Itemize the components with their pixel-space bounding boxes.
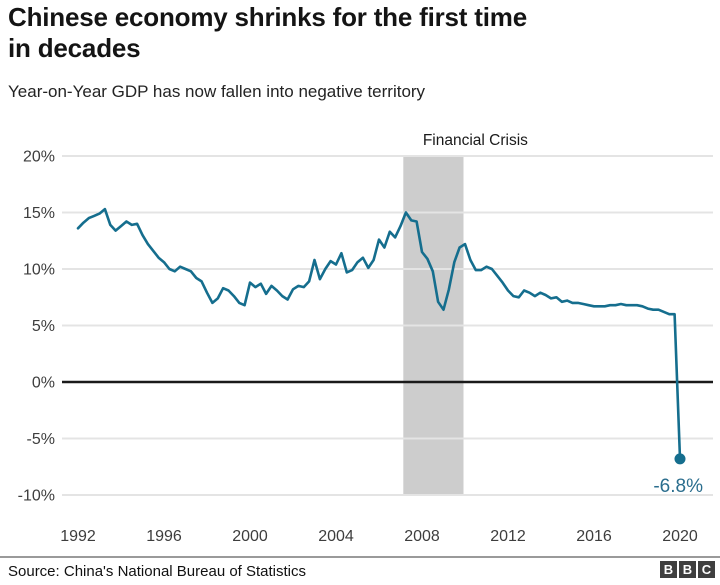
bbc-logo-letter: C bbox=[698, 561, 715, 578]
x-tick-label: 2020 bbox=[662, 528, 698, 545]
bbc-logo-letter: B bbox=[660, 561, 677, 578]
y-tick-label: 5% bbox=[32, 318, 55, 335]
x-tick-label: 2008 bbox=[404, 528, 440, 545]
bbc-logo-letter: B bbox=[679, 561, 696, 578]
y-tick-label: 10% bbox=[23, 262, 55, 279]
x-tick-label: 2000 bbox=[232, 528, 268, 545]
x-tick-label: 2016 bbox=[576, 528, 612, 545]
x-tick-label: 1992 bbox=[60, 528, 96, 545]
y-tick-label: 20% bbox=[23, 149, 55, 166]
x-tick-label: 2012 bbox=[490, 528, 526, 545]
headline: Chinese economy shrinks for the first ti… bbox=[8, 2, 668, 64]
gdp-line bbox=[76, 207, 682, 461]
bbc-logo: B B C bbox=[660, 561, 715, 578]
y-tick-label: -10% bbox=[18, 488, 55, 505]
headline-line2: in decades bbox=[8, 33, 141, 64]
y-tick-label: 15% bbox=[23, 205, 55, 222]
subtitle: Year-on-Year GDP has now fallen into neg… bbox=[8, 82, 426, 101]
y-tick-label: -5% bbox=[27, 431, 55, 448]
x-tick-label: 2004 bbox=[318, 528, 354, 545]
headline-line1: Chinese economy shrinks for the first ti… bbox=[8, 2, 527, 32]
crisis-annotation: Financial Crisis bbox=[423, 132, 528, 149]
source-text: Source: China's National Bureau of Stati… bbox=[8, 563, 307, 580]
y-tick-label: 0% bbox=[32, 375, 55, 392]
footer-divider bbox=[0, 556, 720, 558]
end-value-label: -6.8% bbox=[653, 476, 703, 497]
end-point-dot bbox=[674, 453, 686, 465]
gdp-chart: 20% 15% 10% 5% 0% -5% -10% Financial Crisis -6.8… bbox=[18, 132, 713, 545]
x-tick-label: 1996 bbox=[146, 528, 182, 545]
